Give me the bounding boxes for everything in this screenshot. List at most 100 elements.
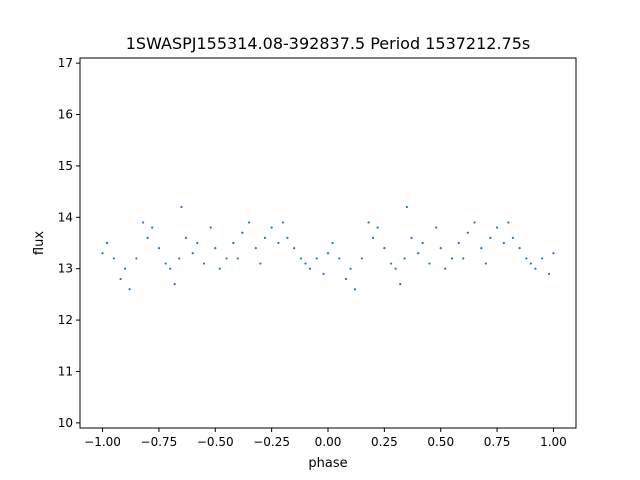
plot-frame [79,57,577,429]
data-point [304,262,307,265]
data-point [263,236,266,239]
data-point [202,262,206,265]
y-tick-label: 15 [58,159,73,173]
data-point [511,236,514,239]
data-point [473,221,476,224]
data-point [191,252,194,255]
x-tick-label: −0.50 [197,435,234,449]
data-point [552,252,555,255]
data-point [218,267,221,270]
x-tick-label: 0.00 [315,435,342,449]
data-point [225,257,228,260]
data-point [101,252,104,255]
y-tick-label: 14 [58,210,73,224]
data-point [157,247,161,250]
chart-title: 1SWASPJ155314.08-392837.5 Period 1537212… [126,34,531,53]
data-point [489,236,492,239]
data-point [135,257,138,260]
data-point [180,205,183,209]
data-point [178,257,181,260]
data-point [371,236,375,239]
y-axis: 10 11 12 13 14 15 16 17 [58,56,80,430]
data-point [128,288,131,291]
data-point [259,262,262,265]
data-point [151,226,154,229]
data-point [196,241,199,245]
data-point [123,267,127,270]
data-point [169,267,172,270]
y-tick-label: 13 [58,262,73,276]
data-point [444,267,447,270]
data-point [507,221,510,224]
data-point [286,236,289,239]
data-point [525,257,528,260]
x-tick-label: −0.25 [253,435,290,449]
data-point [293,247,296,250]
x-tick-label: −1.00 [84,435,121,449]
data-point [281,221,285,224]
data-point [450,257,454,260]
data-point [112,257,115,260]
data-point [146,236,149,239]
data-point [417,252,420,255]
data-point [403,257,406,260]
data-point [534,267,537,270]
data-point [184,236,188,239]
y-tick-label: 11 [58,364,73,378]
x-tick-label: 0.25 [371,435,398,449]
data-point [241,231,244,234]
data-point [390,262,393,265]
data-point [529,262,533,265]
data-point [322,272,325,275]
data-point [349,267,352,270]
y-tick-label: 12 [58,313,73,327]
data-point [308,267,312,270]
data-point [405,205,409,209]
data-point [399,283,402,286]
data-point [232,241,235,245]
data-point [457,241,460,245]
data-point [164,262,167,265]
data-point [105,241,109,245]
data-point [480,247,483,250]
data-point [236,257,239,260]
data-point [502,241,505,245]
x-tick-label: 1.00 [540,435,567,449]
data-point [541,257,544,260]
data-point [383,247,386,250]
data-point [435,226,438,229]
data-point [299,257,303,260]
data-point [394,267,397,270]
data-point [439,247,442,250]
data-point [547,272,551,275]
y-tick-label: 16 [58,108,73,122]
data-point [209,226,212,229]
data-point [344,277,348,281]
data-point [315,257,318,260]
data-point [338,257,341,260]
x-tick-label: 0.75 [484,435,511,449]
data-points [101,205,555,291]
data-point [142,221,145,224]
data-point [270,226,273,229]
y-axis-label: flux [32,231,47,255]
data-point [326,252,330,255]
data-point [376,226,379,229]
data-point [360,257,363,260]
data-point [367,221,370,224]
x-axis-label: phase [308,456,347,471]
y-tick-label: 10 [58,416,73,430]
data-point [277,241,280,245]
data-point [421,241,424,245]
data-point [462,257,465,260]
data-point [247,221,251,224]
data-point [466,231,469,234]
data-point [353,288,357,291]
data-point [495,226,499,229]
data-point [254,247,257,250]
data-point [484,262,487,265]
data-point [331,241,334,245]
x-tick-label: 0.50 [427,435,454,449]
data-point [173,283,176,286]
